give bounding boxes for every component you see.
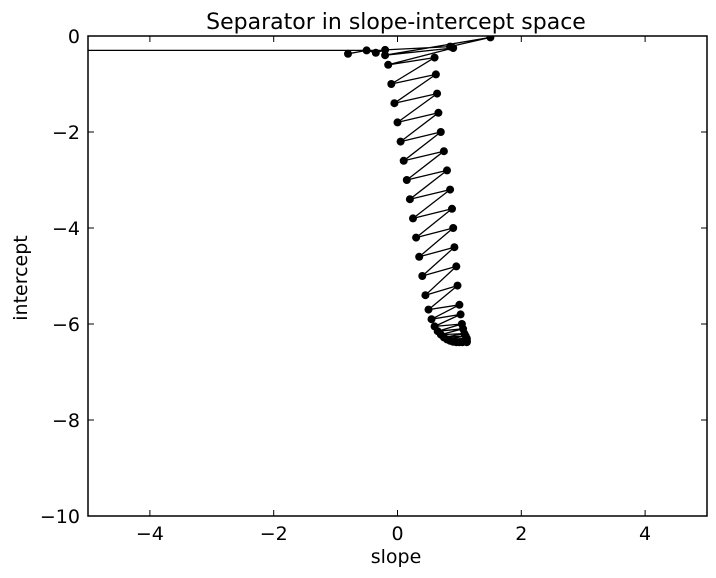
x-axis: −4 −2 0 2 4	[136, 36, 651, 545]
series-0-point	[439, 147, 448, 156]
series-0-point	[456, 310, 465, 319]
series-0-line	[347, 36, 491, 343]
series-0-point	[486, 36, 495, 42]
series-0-point	[434, 108, 443, 117]
series-0-point	[399, 156, 408, 165]
series-0-point	[449, 44, 458, 52]
chart-title: Separator in slope-intercept space	[206, 10, 586, 35]
series-0-point	[449, 224, 458, 232]
y-axis: 0 −2 −4 −6 −8 −10	[40, 26, 707, 528]
axes-frame	[87, 35, 708, 517]
series-0-point	[424, 305, 433, 314]
series-0-point	[455, 300, 464, 309]
series-0-point	[387, 80, 396, 88]
x-axis-label: slope	[371, 546, 422, 568]
series-0-point	[433, 89, 442, 98]
y-axis-label: intercept	[10, 235, 32, 321]
y-tick-label: −6	[52, 314, 80, 336]
series-0-point	[427, 315, 436, 324]
series-0-point	[384, 60, 393, 69]
y-tick-label: 0	[68, 26, 80, 48]
series-0-point	[448, 204, 456, 213]
x-tick-label: −2	[260, 523, 288, 545]
series-0-point	[402, 176, 411, 184]
plot-area	[88, 36, 495, 347]
series-0-point	[396, 137, 405, 146]
series-0-point	[412, 233, 421, 242]
series-0-point	[344, 49, 352, 58]
series-0-point	[450, 243, 459, 252]
series-0-point	[443, 166, 451, 175]
series-0-point	[418, 272, 427, 280]
series-0-point	[453, 281, 462, 290]
series-0-point	[415, 252, 424, 261]
x-tick-label: 2	[515, 523, 527, 545]
series-0-point	[381, 51, 390, 60]
series-0-point	[390, 99, 399, 108]
series-0-point	[409, 214, 417, 223]
series-0-point	[436, 128, 445, 136]
series-0-point	[446, 185, 455, 194]
y-tick-label: −8	[52, 410, 80, 432]
series-0-point	[421, 291, 430, 300]
series-0-point	[458, 338, 467, 347]
series-0-point	[452, 262, 461, 271]
y-tick-label: −2	[52, 122, 80, 144]
x-tick-label: 4	[639, 523, 651, 545]
series-0-point	[393, 118, 402, 127]
series-group	[88, 36, 495, 347]
series-0-point	[431, 70, 440, 79]
y-tick-label: −10	[40, 506, 80, 528]
y-tick-label: −4	[52, 218, 80, 240]
series-0-point	[405, 195, 414, 204]
series-0-point	[430, 53, 439, 62]
x-tick-label: 0	[391, 523, 403, 545]
x-tick-label: −4	[136, 523, 164, 545]
